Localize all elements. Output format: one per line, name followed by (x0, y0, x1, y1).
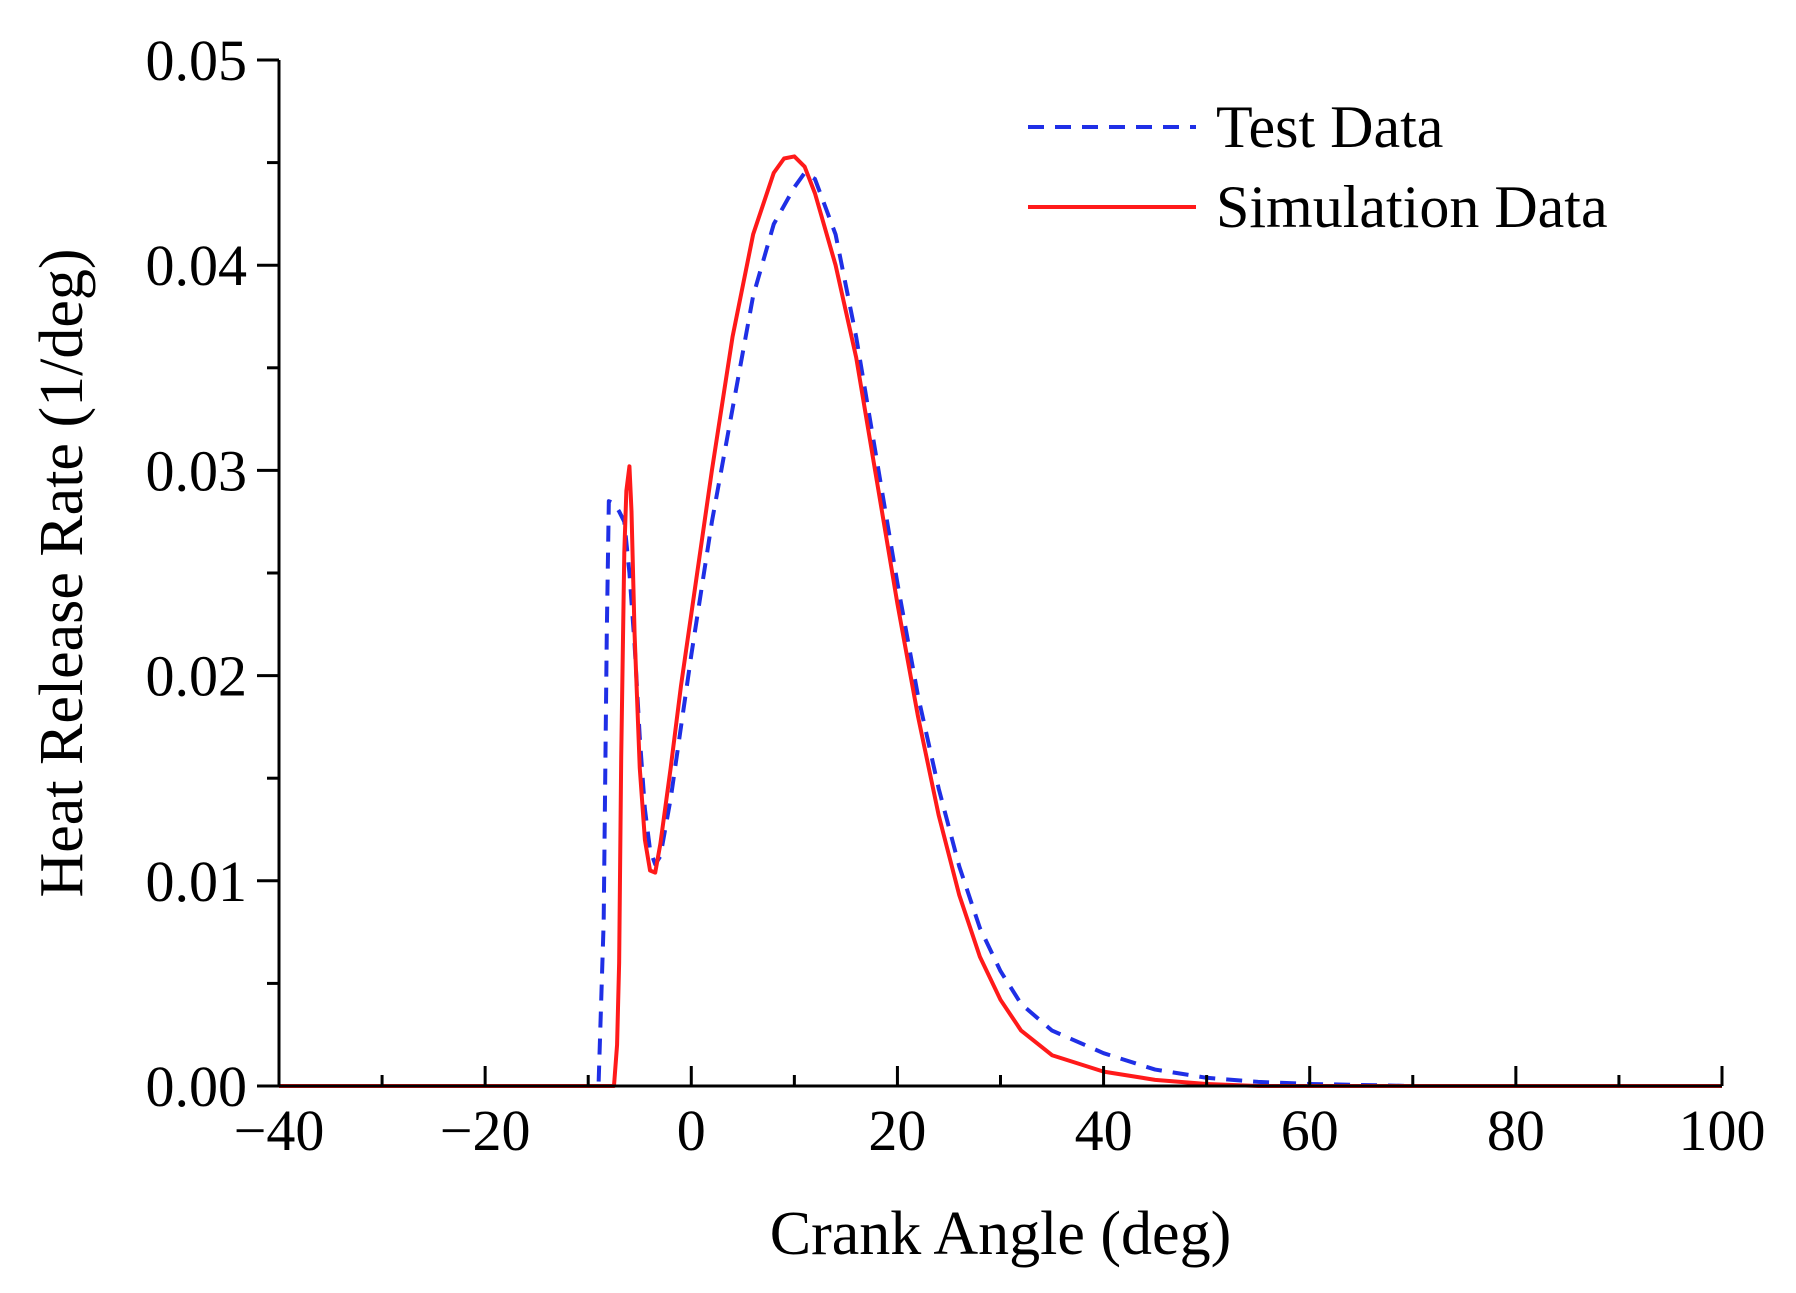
x-tick-label: 0 (677, 1098, 706, 1163)
series-line-test-data (279, 170, 1722, 1088)
y-tick-label: 0.05 (146, 28, 248, 93)
legend-label-simulation-data: Simulation Data (1216, 174, 1608, 240)
y-tick-label: 0.00 (146, 1054, 248, 1119)
x-tick-label: −20 (440, 1098, 531, 1163)
axes: 0.00 0.01 0.02 0.03 0.04 0.05 −40 −20 0 20 40 60 80 1… (146, 28, 1766, 1163)
x-tick-label: 80 (1487, 1098, 1545, 1163)
legend: Test Data Simulation Data (1028, 94, 1608, 240)
y-tick-label: 0.01 (146, 849, 248, 914)
x-axis-title: Crank Angle (deg) (770, 1200, 1231, 1268)
y-tick-label: 0.04 (146, 233, 248, 298)
x-tick-label: 40 (1075, 1098, 1133, 1163)
legend-label-test-data: Test Data (1216, 94, 1443, 160)
series-line-simulation-data (279, 154, 1722, 1088)
y-tick-label: 0.02 (146, 644, 248, 709)
y-axis-title: Heat Release Rate (1/deg) (28, 249, 96, 898)
x-tick-label: −40 (234, 1098, 325, 1163)
x-tick-label: 100 (1679, 1098, 1766, 1163)
plot-area (279, 154, 1722, 1088)
y-tick-label: 0.03 (146, 438, 248, 503)
x-tick-label: 60 (1281, 1098, 1339, 1163)
x-tick-label: 20 (868, 1098, 926, 1163)
